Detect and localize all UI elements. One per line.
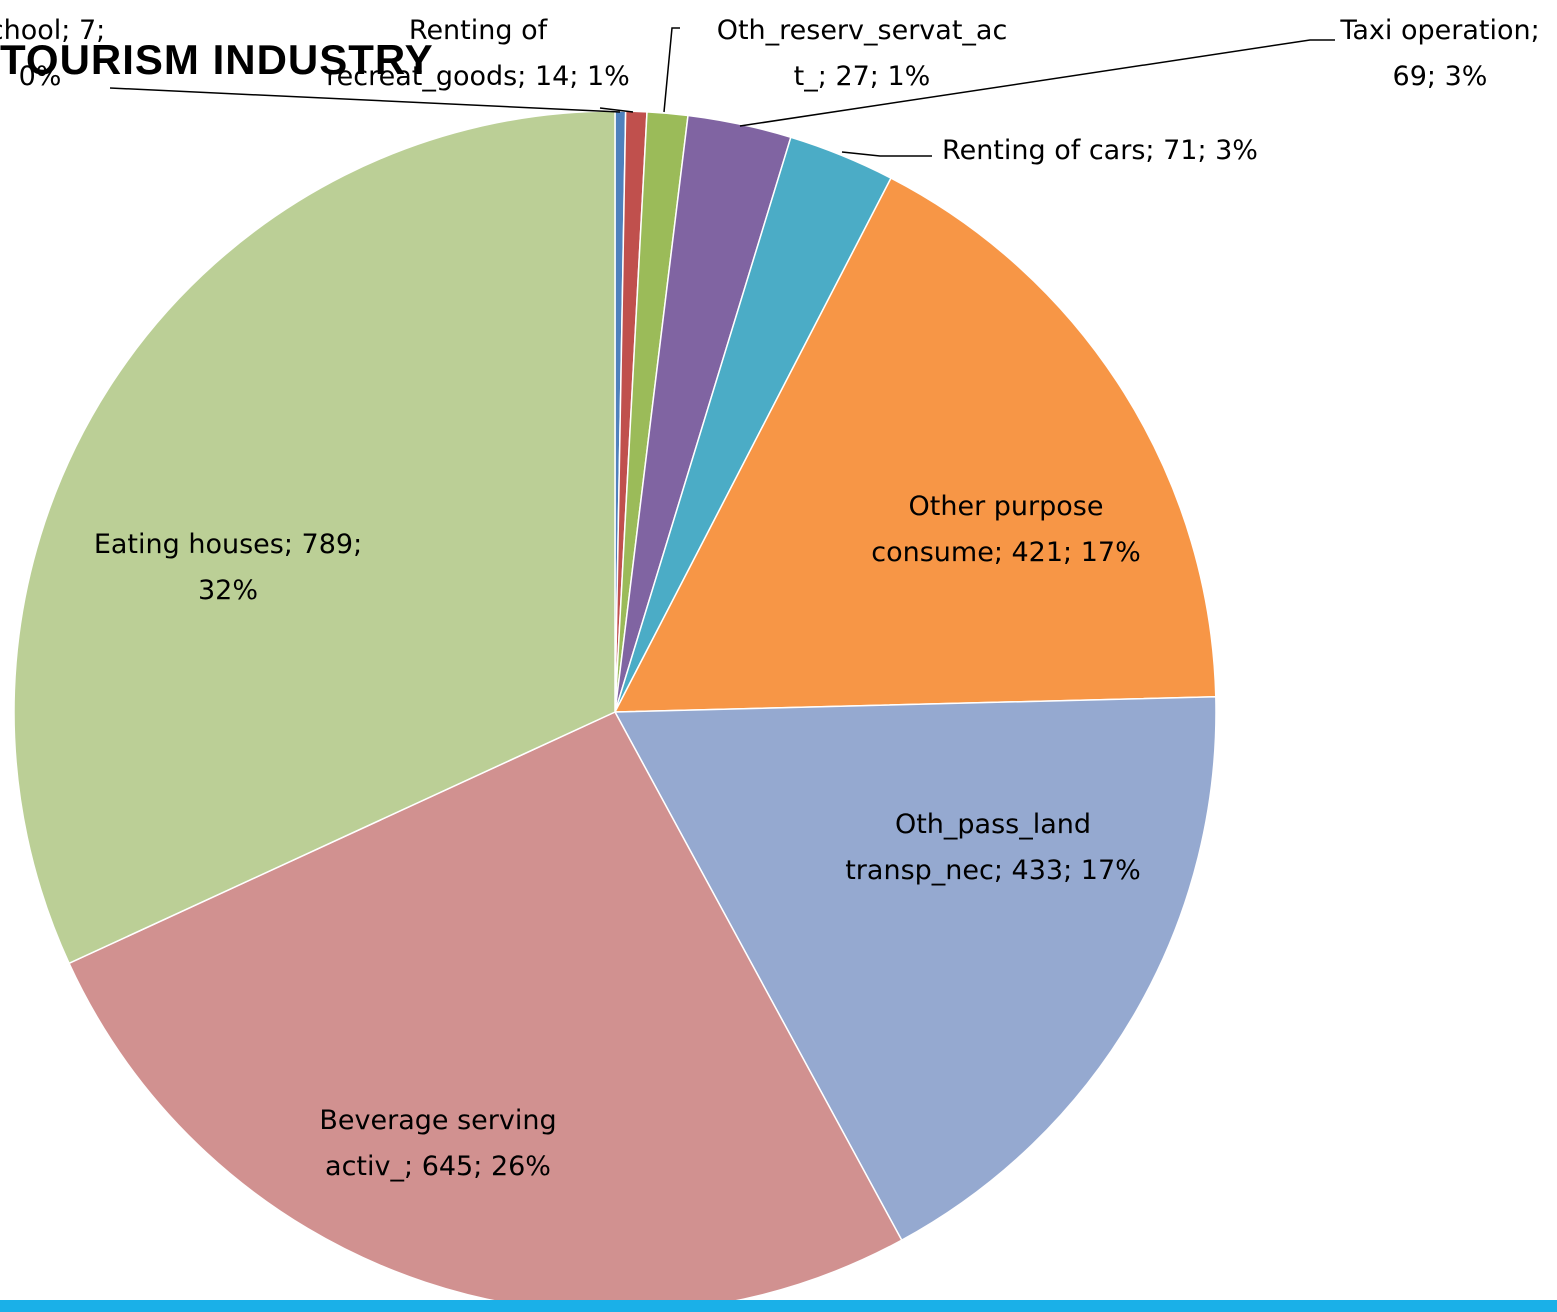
data-label: Beverage serving activ_; 645; 26% bbox=[288, 1098, 588, 1190]
leader-line bbox=[663, 27, 680, 113]
label-part: ; bbox=[869, 61, 888, 92]
label-part: 27 bbox=[835, 61, 870, 92]
label-part: 1% bbox=[587, 61, 630, 92]
label-part: 69 bbox=[1392, 61, 1427, 92]
label-part: Renting of recreat_goods bbox=[326, 15, 548, 92]
label-part: ; bbox=[404, 1151, 422, 1182]
label-part: 0% bbox=[18, 61, 62, 92]
label-part: Other purpose consume bbox=[871, 491, 1104, 568]
label-part: ; bbox=[569, 61, 587, 92]
label-part: Oth_pass_land transp_nec bbox=[845, 809, 1092, 886]
label-part: ; bbox=[96, 15, 106, 46]
label-part: 32% bbox=[197, 575, 258, 606]
label-part: 1% bbox=[887, 61, 931, 92]
label-part: ; bbox=[1063, 855, 1081, 886]
data-label: Taxi operation; 69; 3% bbox=[1338, 8, 1543, 100]
leader-line bbox=[599, 107, 634, 113]
label-part: Beverage serving activ_ bbox=[319, 1105, 557, 1182]
leader-line bbox=[739, 39, 1335, 127]
label-part: ; bbox=[353, 529, 363, 560]
label-part: Taxi operation bbox=[1340, 15, 1531, 46]
chart-title: TOURISM INDUSTRY bbox=[0, 36, 434, 83]
label-part: ; bbox=[283, 529, 302, 560]
data-label: Oth_reserv_servat_act_; 27; 1% bbox=[712, 8, 1012, 100]
label-part: ; bbox=[473, 1151, 491, 1182]
label-part: Oth_reserv_servat_act_ bbox=[716, 15, 1008, 92]
data-label: school; 7; 0% bbox=[0, 8, 125, 100]
label-part: 789 bbox=[301, 529, 354, 560]
label-part: 7 bbox=[78, 15, 97, 46]
label-part: ; bbox=[1145, 135, 1164, 166]
pie-slice bbox=[613, 177, 1217, 713]
pie-slice bbox=[613, 695, 1217, 1242]
label-part: 645 bbox=[421, 1151, 474, 1182]
pie bbox=[13, 110, 1217, 1312]
data-label: Renting of recreat_goods; 14; 1% bbox=[323, 8, 633, 100]
label-part: 71 bbox=[1163, 135, 1198, 166]
label-part: ; bbox=[517, 61, 535, 92]
leader-line bbox=[109, 87, 621, 113]
label-part: Renting of cars bbox=[942, 135, 1146, 166]
pie-slice bbox=[13, 110, 616, 965]
label-part: ; bbox=[1426, 61, 1445, 92]
label-part: 17% bbox=[1080, 537, 1141, 568]
leader-line bbox=[841, 151, 932, 157]
pie-slice bbox=[68, 711, 903, 1312]
label-part: Eating houses bbox=[93, 529, 284, 560]
label-part: ; bbox=[993, 855, 1012, 886]
label-part: ; bbox=[1197, 135, 1216, 166]
label-part: 26% bbox=[490, 1151, 551, 1182]
data-label: Other purpose consume; 421; 17% bbox=[856, 484, 1156, 576]
label-part: ; bbox=[1530, 15, 1540, 46]
label-part: 433 bbox=[1011, 855, 1064, 886]
label-part: 421 bbox=[1011, 537, 1064, 568]
label-part: ; bbox=[1063, 537, 1081, 568]
label-part: ; bbox=[993, 537, 1012, 568]
data-label: Oth_pass_land transp_nec; 433; 17% bbox=[843, 802, 1143, 894]
label-part: ; bbox=[61, 15, 79, 46]
footer-bar bbox=[0, 1300, 1557, 1312]
label-part: 3% bbox=[1215, 135, 1258, 166]
leader-lines bbox=[109, 27, 1335, 157]
label-part: 3% bbox=[1444, 61, 1488, 92]
data-label: Eating houses; 789; 32% bbox=[68, 522, 388, 614]
label-part: school bbox=[0, 15, 62, 46]
label-part: 14 bbox=[534, 61, 570, 92]
data-label: Renting of cars; 71; 3% bbox=[935, 128, 1265, 174]
label-part: ; bbox=[817, 61, 836, 92]
label-part: 17% bbox=[1080, 855, 1141, 886]
